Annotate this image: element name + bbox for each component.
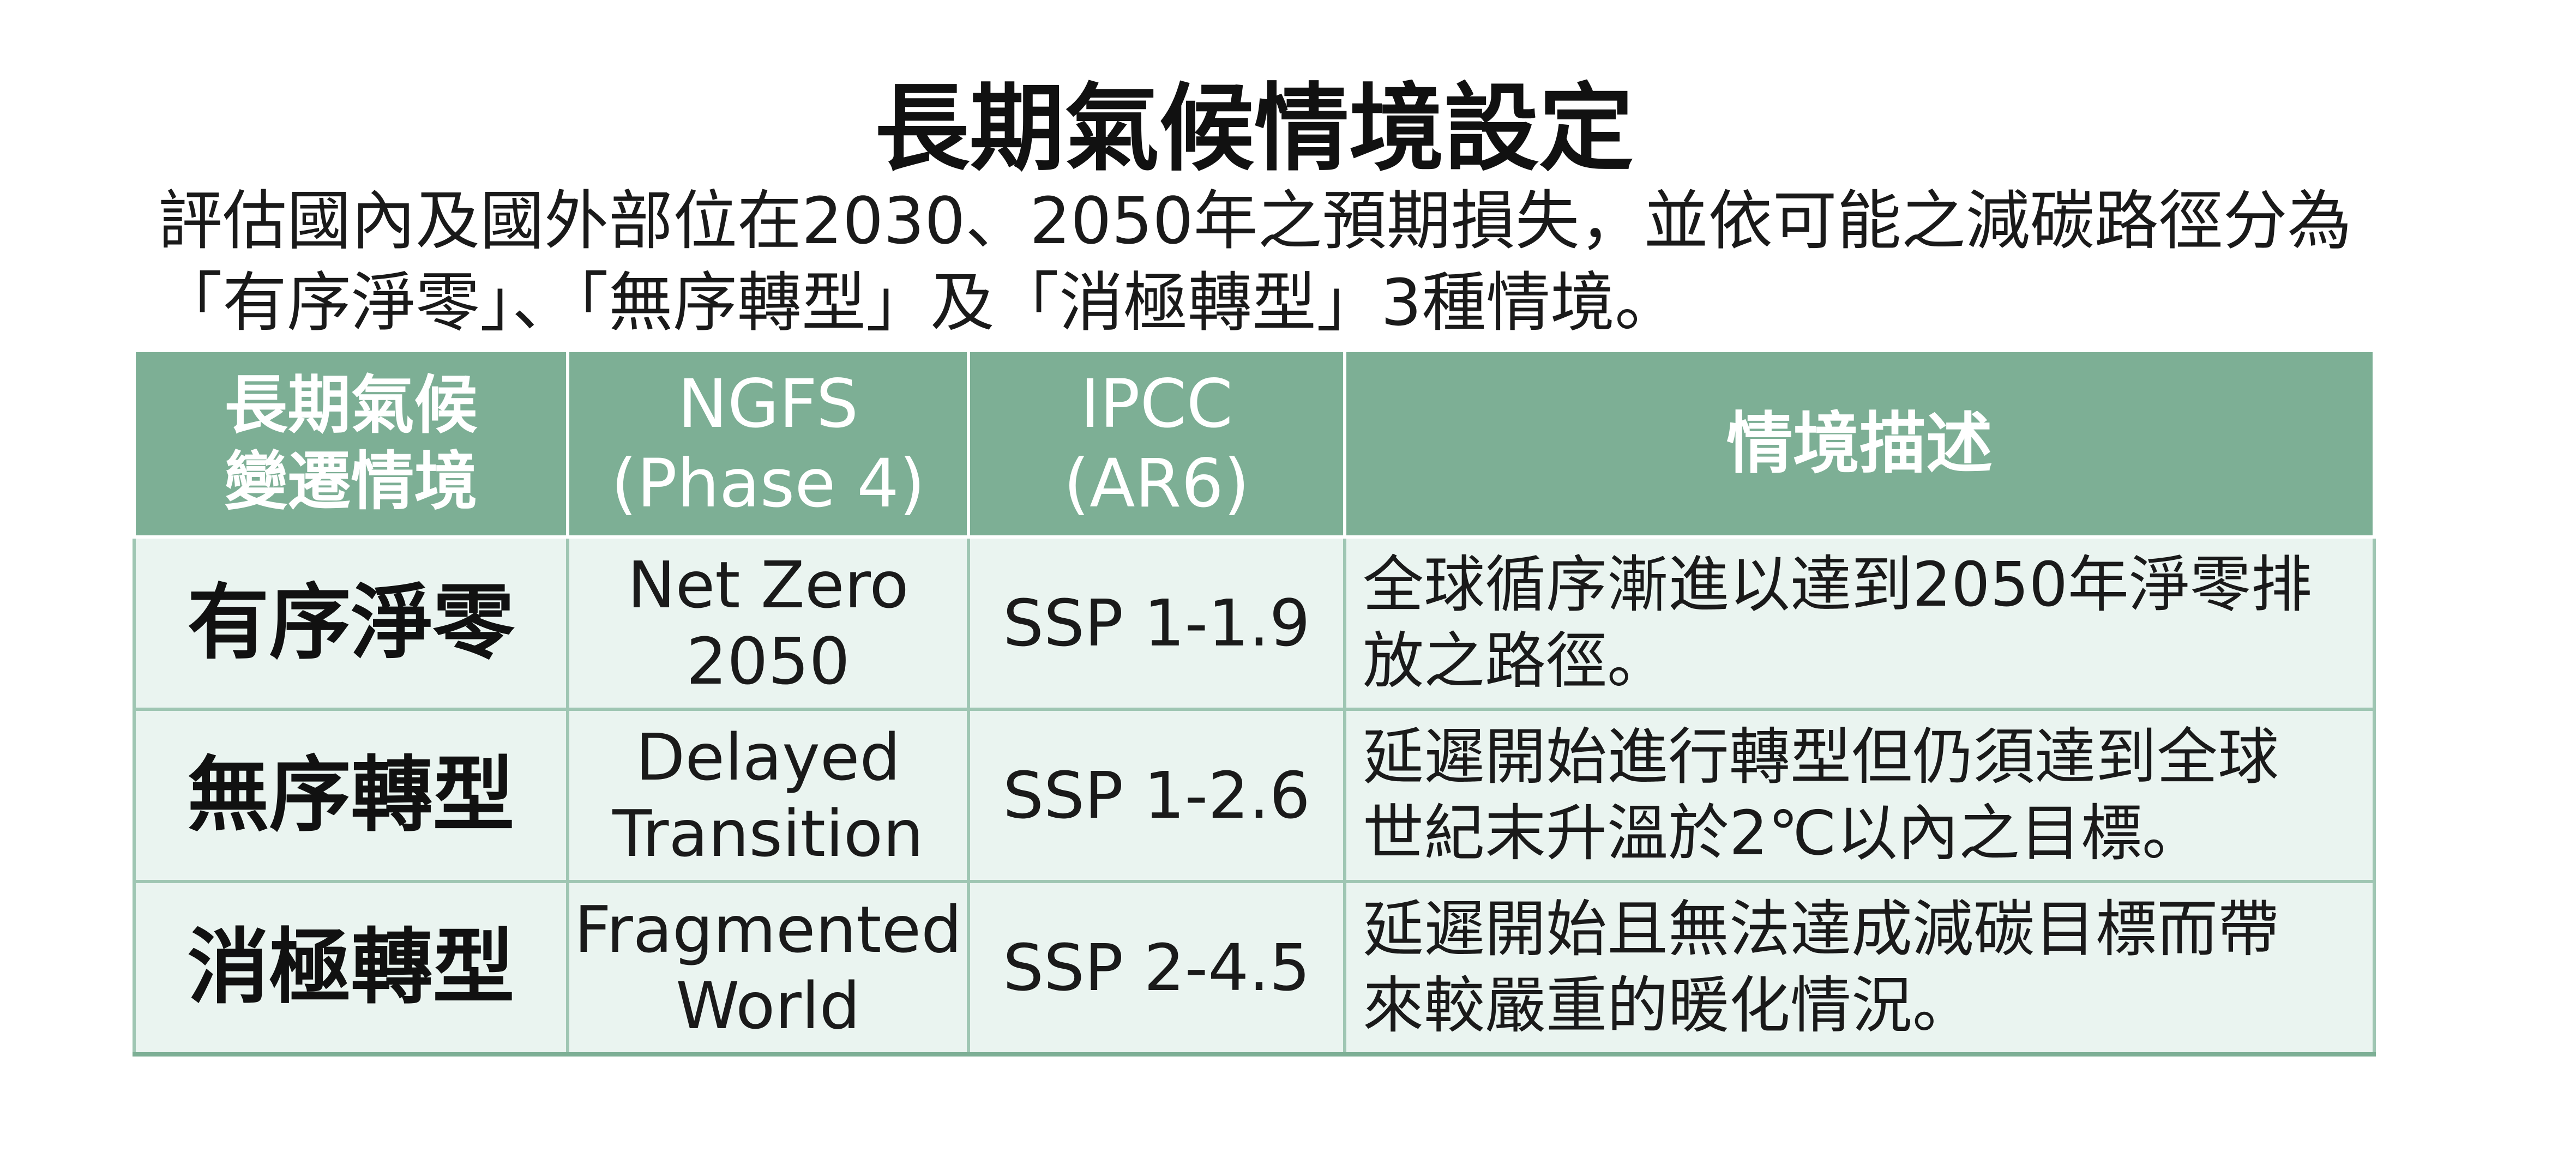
ngfs-line-1: Net Zero [627,547,909,623]
table-row: 消極轉型 Fragmented World SSP 2-4.5 延遲開始且無法達… [133,880,2376,1057]
ngfs-cell: Fragmented World [566,880,970,1057]
ipcc-cell: SSP 2-4.5 [967,880,1346,1057]
ngfs-line-2: 2050 [686,624,850,699]
ngfs-line-1: Fragmented [574,892,962,967]
header-scenario-line-1: 長期氣候 [224,369,478,442]
ngfs-cell: Delayed Transition [566,708,970,883]
header-scenario-line-2: 變遷情境 [224,445,478,518]
description-cell: 延遲開始進行轉型但仍須達到全球 世紀末升溫於2℃以內之目標。 [1343,708,2376,883]
description-line-2: 世紀末升溫於2℃以內之目標。 [1363,798,2204,869]
table-header-row: 長期氣候 變遷情境 NGFS (Phase 4) IPCC (AR6) 情境描述 [133,349,2376,539]
ipcc-cell: SSP 1-1.9 [967,535,1346,711]
page-title: 長期氣候情境設定 [874,74,1634,184]
header-ipcc: IPCC (AR6) [967,349,1346,539]
description-line-2: 來較嚴重的暖化情況。 [1363,970,1973,1041]
header-description: 情境描述 [1343,349,2376,539]
intro-text: 評估國內及國外部位在2030、2050年之預期損失，並依可能之減碳路徑分為 「有… [158,180,2394,343]
intro-line-1: 評估國內及國外部位在2030、2050年之預期損失，並依可能之減碳路徑分為 [158,183,2352,258]
header-ngfs-line-1: NGFS [677,365,859,443]
description-line-1: 延遲開始進行轉型但仍須達到全球 [1363,722,2279,793]
intro-line-2: 「有序淨零」、「無序轉型」及「消極轉型」3種情境。 [158,265,1680,340]
description-line-2: 放之路徑。 [1363,626,1668,697]
ngfs-cell: Net Zero 2050 [566,535,970,711]
scenario-table: 長期氣候 變遷情境 NGFS (Phase 4) IPCC (AR6) 情境描述… [133,349,2376,1057]
header-scenario: 長期氣候 變遷情境 [133,349,569,539]
description-line-1: 全球循序漸進以達到2050年淨零排 [1363,550,2313,620]
description-line-1: 延遲開始且無法達成減碳目標而帶 [1363,894,2279,965]
scenario-cell: 無序轉型 [133,708,569,883]
description-cell: 延遲開始且無法達成減碳目標而帶 來較嚴重的暖化情況。 [1343,880,2376,1057]
header-ngfs: NGFS (Phase 4) [566,349,970,539]
header-ngfs-line-2: (Phase 4) [611,445,925,522]
header-ipcc-line-1: IPCC [1080,365,1233,443]
ngfs-line-2: World [676,968,860,1043]
scenario-cell: 有序淨零 [133,535,569,711]
description-cell: 全球循序漸進以達到2050年淨零排 放之路徑。 [1343,535,2376,711]
ipcc-cell: SSP 1-2.6 [967,708,1346,883]
ngfs-line-1: Delayed [635,720,901,795]
scenario-cell: 消極轉型 [133,880,569,1057]
table-row: 有序淨零 Net Zero 2050 SSP 1-1.9 全球循序漸進以達到20… [133,535,2376,711]
ngfs-line-2: Transition [612,796,924,871]
table-row: 無序轉型 Delayed Transition SSP 1-2.6 延遲開始進行… [133,708,2376,883]
header-ipcc-line-2: (AR6) [1063,445,1250,522]
